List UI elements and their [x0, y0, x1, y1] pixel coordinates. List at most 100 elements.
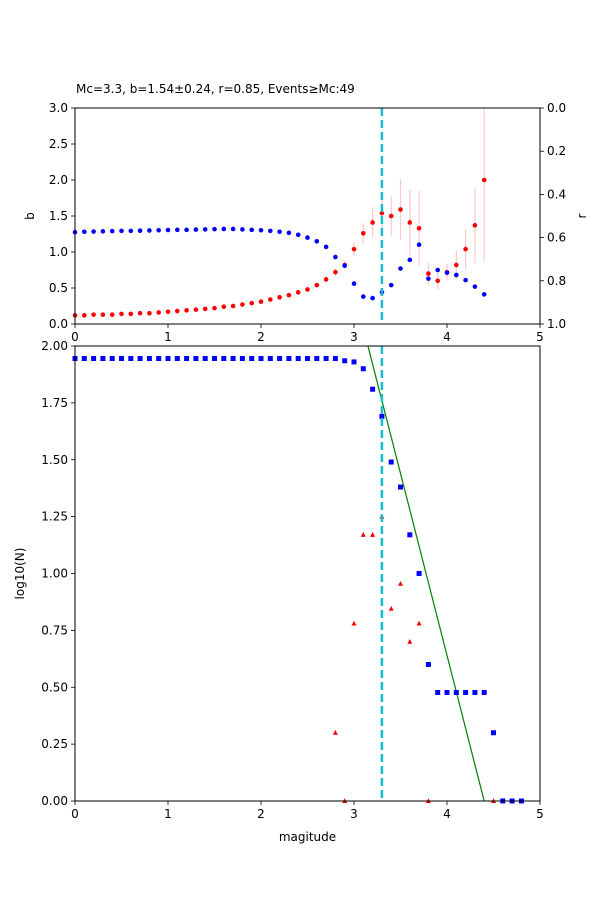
data-point	[212, 305, 217, 311]
x-tick-label: 5	[536, 330, 544, 344]
data-point	[146, 356, 152, 362]
data-point	[240, 302, 245, 307]
data-point	[370, 220, 375, 225]
data-point	[212, 356, 217, 362]
data-point	[156, 356, 162, 362]
x-tick-label: 0	[71, 807, 79, 821]
y-axis-label: log10(N)	[13, 548, 27, 600]
data-point	[361, 294, 366, 299]
data-point	[435, 278, 441, 284]
data-point	[472, 284, 478, 289]
plot-frame	[74, 107, 541, 325]
x-tick-label: 1	[164, 330, 172, 344]
top-chart-title: Mc=3.3, b=1.54±0.24, r=0.85, Events≥Mc:4…	[76, 82, 355, 96]
data-point	[81, 356, 87, 362]
y-tick-label: 0.75	[41, 623, 68, 637]
data-point	[268, 228, 273, 234]
data-point	[230, 226, 236, 232]
data-point	[277, 229, 282, 235]
data-point	[333, 269, 338, 275]
data-point	[91, 312, 96, 317]
data-point	[314, 356, 320, 362]
data-point	[388, 459, 394, 465]
data-point	[305, 235, 310, 240]
data-point	[351, 620, 357, 626]
data-point	[249, 356, 255, 362]
top-chart: 0 1 2 3 4 5 0.0 0.5 1.0 1.5 2.0 2.5 3.0 0.0 0.2 0.4 0.6 0…	[23, 101, 589, 344]
data-point	[407, 532, 413, 538]
y-tick-label: 0.00	[41, 794, 68, 808]
data-point	[277, 356, 283, 362]
data-point	[165, 309, 171, 315]
data-point	[202, 227, 208, 232]
plot-frame	[74, 345, 541, 802]
data-point	[435, 267, 441, 273]
data-point	[444, 270, 450, 276]
data-point	[295, 290, 301, 295]
data-point	[137, 310, 143, 316]
x-tick-label: 2	[257, 807, 265, 821]
y-tick-label: 0.50	[41, 680, 68, 694]
data-point	[268, 297, 273, 302]
data-point	[128, 228, 134, 234]
data-point	[119, 356, 124, 362]
y-tick-label: 0.0	[49, 317, 68, 331]
data-point	[147, 228, 152, 233]
y-axis-label: b	[23, 212, 37, 220]
data-point	[175, 227, 180, 233]
data-point	[472, 689, 478, 695]
data-point	[370, 532, 376, 537]
y-tick-label: 1.00	[41, 567, 68, 581]
data-point	[388, 213, 394, 219]
data-point	[147, 310, 152, 316]
data-point	[332, 356, 338, 362]
x-tick-label: 0	[71, 330, 79, 344]
data-point	[463, 246, 468, 252]
data-point	[481, 292, 487, 297]
y-tick-label: 2.0	[49, 173, 68, 187]
y-tick-label: 2.00	[41, 339, 68, 353]
plot-area	[367, 346, 485, 801]
data-point	[119, 311, 124, 317]
data-point	[323, 244, 329, 250]
data-point	[351, 246, 357, 252]
data-point	[184, 227, 189, 233]
data-point	[370, 386, 376, 392]
data-point	[137, 356, 143, 362]
data-point	[295, 232, 301, 238]
data-point	[333, 254, 338, 260]
data-point	[342, 263, 348, 268]
data-point	[221, 226, 227, 232]
data-point	[193, 307, 199, 312]
data-point	[202, 356, 208, 362]
data-point	[128, 311, 134, 317]
data-point	[361, 230, 366, 236]
y-tick-label: 1.0	[49, 245, 68, 259]
data-point	[230, 303, 236, 309]
y-tick-label: 1.5	[49, 209, 68, 223]
data-point	[416, 242, 422, 248]
data-point	[398, 484, 403, 490]
data-point	[472, 223, 478, 228]
data-point	[221, 356, 227, 362]
fit-line	[367, 346, 485, 801]
data-point	[249, 300, 254, 306]
data-point	[184, 308, 189, 313]
data-point	[184, 356, 190, 362]
data-point	[175, 308, 180, 314]
data-point	[342, 358, 348, 364]
data-point	[398, 266, 403, 271]
data-point	[370, 295, 375, 301]
data-point	[258, 356, 264, 362]
data-point	[137, 228, 143, 233]
data-point	[221, 304, 227, 310]
data-point	[360, 532, 366, 537]
y-right-tick-label: 0.6	[547, 231, 566, 245]
data-point	[351, 359, 357, 365]
data-point	[286, 292, 292, 298]
data-point	[277, 295, 282, 300]
data-point	[258, 299, 264, 304]
x-tick-label: 1	[164, 807, 172, 821]
data-point	[249, 227, 254, 233]
